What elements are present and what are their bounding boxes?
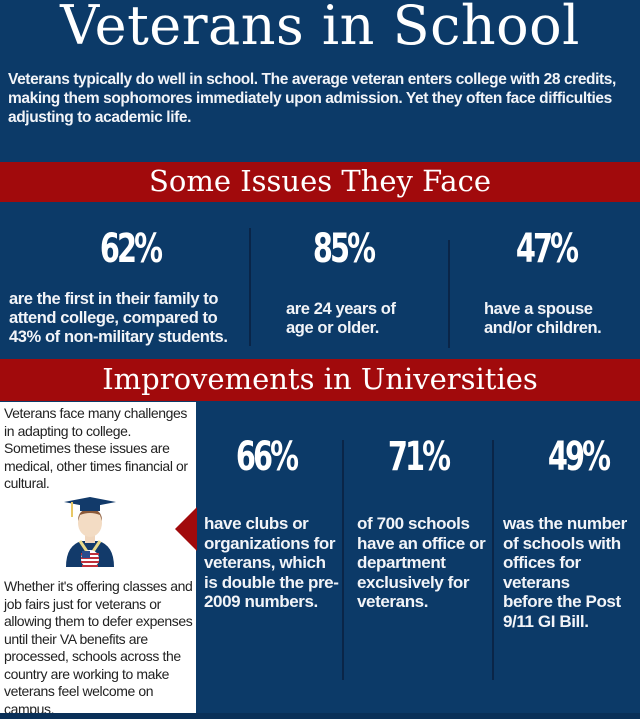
issues-heading: Some Issues They Face — [0, 162, 640, 202]
improvement-stat-description: of 700 schools have an office or departm… — [357, 514, 486, 611]
pointer-triangle-icon — [175, 507, 197, 551]
issue-stat-description: have a spouse and/or children. — [484, 300, 602, 337]
improvement-stat-description: have clubs or organizations for veterans… — [204, 514, 339, 611]
issue-stat-description: are 24 years of age or older. — [286, 300, 396, 337]
issue-stat-value: 62% — [99, 226, 163, 272]
improvement-stat-value: 49% — [547, 434, 611, 480]
divider — [249, 228, 251, 346]
improvement-stat-description: was the number of schools with offices f… — [503, 514, 627, 631]
issue-stat-description: are the first in their family to attend … — [9, 290, 228, 346]
improvements-heading: Improvements in Universities — [0, 359, 640, 401]
graduate-veteran-icon — [64, 497, 116, 568]
improvement-stat-value: 71% — [387, 434, 451, 480]
divider — [492, 440, 494, 680]
bottom-border — [0, 713, 640, 719]
page-title: Veterans in School — [60, 0, 580, 57]
divider — [342, 440, 344, 680]
issue-stat-value: 47% — [515, 226, 579, 272]
intro-text: Veterans typically do well in school. Th… — [8, 71, 616, 126]
sidebar-panel: Veterans face many challenges in adaptin… — [0, 402, 196, 717]
sidebar-top-text: Veterans face many challenges in adaptin… — [4, 405, 188, 491]
issue-stat-value: 85% — [312, 226, 376, 272]
divider — [448, 240, 450, 348]
improvement-stat-value: 66% — [235, 434, 299, 480]
sidebar-bottom-text: Whether it's offering classes and job fa… — [4, 578, 193, 717]
